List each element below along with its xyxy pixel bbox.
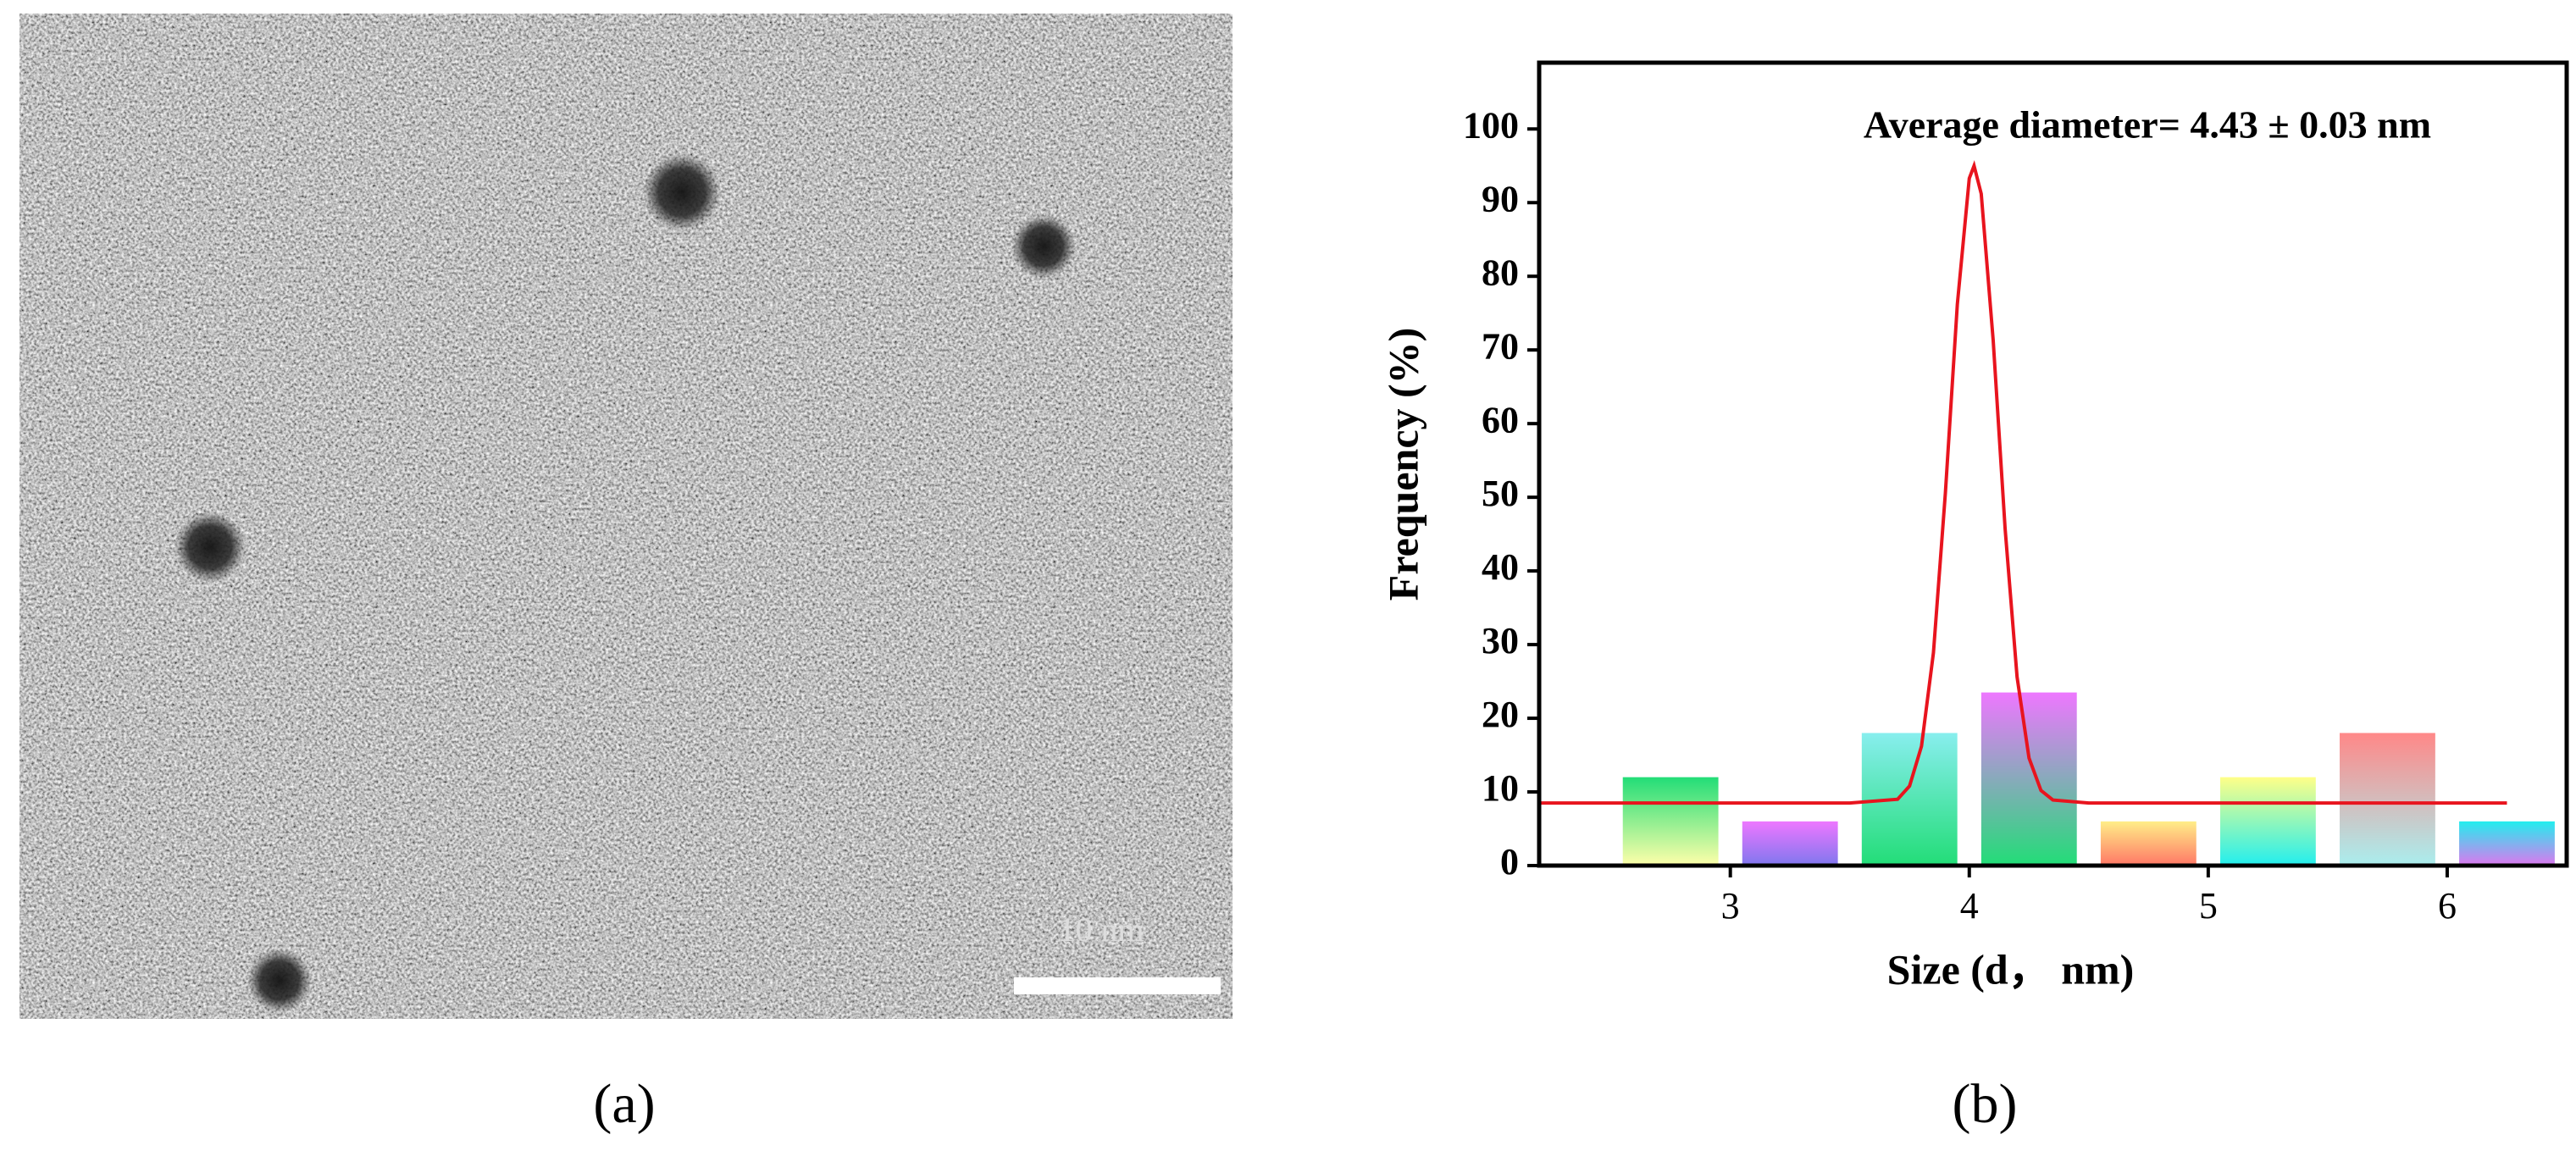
panel-label: (b) [1953,1073,2018,1135]
y-tick-label: 70 [1482,325,1519,367]
scale-bar-label: 10 nm [1058,910,1144,949]
y-tick-label: 30 [1482,620,1519,661]
y-tick-label: 60 [1482,399,1519,440]
bar [1980,692,2077,866]
x-tick-label: 4 [1960,885,1979,927]
scale-bar [1014,977,1221,994]
bar [2219,777,2316,866]
fit-line [1539,160,2507,805]
bar [2340,733,2435,866]
y-tick-label: 40 [1482,546,1519,588]
bar [2100,821,2197,866]
x-tick-label: 6 [2438,885,2457,927]
y-tick-label: 80 [1482,252,1519,293]
x-axis-title: Size (d， nm) [1887,945,2135,993]
plot-frame [1537,60,2569,868]
chart: 0 10 20 30 40 50 60 70 80 90 100 3 4 5 6 Size (d， nm) Fr… [1379,60,2569,993]
y-tick-label: 20 [1482,694,1519,735]
particle [175,512,246,583]
particle [247,949,312,1013]
y-tick-label: 0 [1500,841,1519,883]
panel-label: (a) [593,1073,655,1135]
y-tick-label: 50 [1482,473,1519,514]
y-tick-label: 100 [1463,104,1519,146]
y-tick-label: 90 [1482,178,1519,219]
tem-image: 10 nm [19,14,1233,1019]
bar [2459,821,2555,866]
y-tick-label: 10 [1482,767,1519,809]
bar [1742,821,1838,866]
annotation: Average diameter= 4.43 ± 0.03 nm [1864,103,2431,147]
particle [643,153,721,231]
y-axis-title: Frequency (%) [1379,328,1426,601]
x-tick-label: 5 [2199,885,2218,927]
particle [1011,214,1076,279]
bar [1622,777,1719,866]
x-tick-label: 3 [1721,885,1740,927]
